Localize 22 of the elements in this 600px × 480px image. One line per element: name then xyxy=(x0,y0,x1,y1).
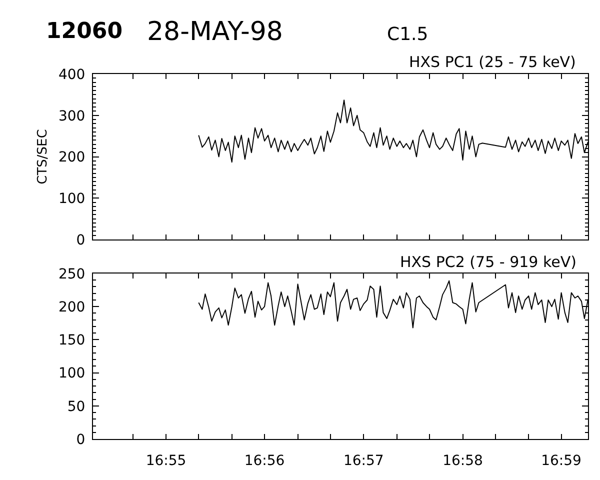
x-tick-label: 16:55 xyxy=(146,452,186,469)
y-tick-label: 400 xyxy=(58,66,86,83)
y-tick-label: 150 xyxy=(58,332,86,349)
chart-title: 12060 xyxy=(46,19,123,44)
y-tick-label: 50 xyxy=(67,398,86,415)
x-tick-label: 16:59 xyxy=(541,452,582,469)
y-tick-label: 200 xyxy=(58,150,86,166)
x-tick-label: 16:57 xyxy=(343,452,384,469)
y-tick-label: 200 xyxy=(58,300,86,316)
x-tick-label: 16:56 xyxy=(244,452,285,469)
y-tick-label: 300 xyxy=(58,108,86,124)
x-tick-label: 16:58 xyxy=(442,452,483,469)
legend-label: HXS PC2 (75 - 919 keV) xyxy=(400,253,576,271)
text: HXS PC1 (25 - 75 keV) xyxy=(409,53,576,71)
y-tick-label: 100 xyxy=(58,191,86,208)
y-tick-label: 0 xyxy=(76,232,86,248)
y-tick-label: 0 xyxy=(76,432,86,448)
y-tick-label: 250 xyxy=(58,266,86,282)
y-axis-title: CTS/SEC xyxy=(35,129,50,184)
text: C1.5 xyxy=(387,24,428,45)
y-tick-label: 100 xyxy=(58,366,86,382)
chart-subtitle: 28-MAY-98 xyxy=(147,17,283,47)
